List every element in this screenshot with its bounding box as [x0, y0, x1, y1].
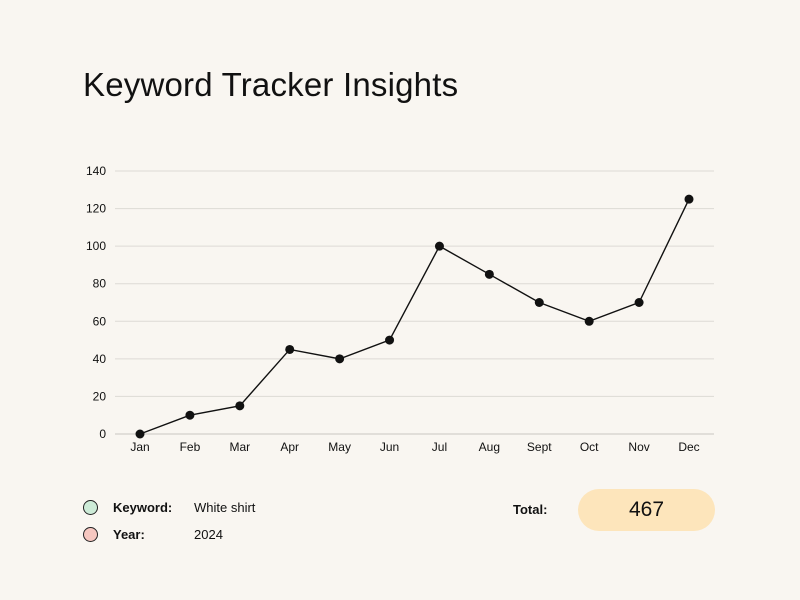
- keyword-label: Keyword:: [113, 500, 173, 515]
- legend-year: Year: 2024: [83, 527, 223, 542]
- x-tick-label: May: [328, 440, 351, 454]
- x-tick-label: Jul: [432, 440, 447, 454]
- data-point: [185, 410, 195, 420]
- x-tick-label: Apr: [280, 440, 299, 454]
- total-value: 467: [628, 498, 665, 521]
- y-tick-label: 40: [93, 352, 107, 366]
- x-tick-label: Aug: [479, 440, 500, 454]
- x-tick-label: Mar: [229, 440, 250, 454]
- x-tick-label: Jan: [130, 440, 149, 454]
- x-tick-label: Sept: [527, 440, 552, 454]
- keyword-dot-icon: [83, 500, 98, 515]
- keyword-value: White shirt: [194, 500, 256, 515]
- year-dot-icon: [83, 527, 98, 542]
- x-tick-label: Oct: [580, 440, 599, 454]
- y-tick-label: 100: [86, 239, 106, 253]
- x-tick-label: Jun: [380, 440, 399, 454]
- data-point: [584, 316, 594, 326]
- series-line: [139, 198, 690, 435]
- data-point: [534, 298, 544, 307]
- data-point: [335, 354, 345, 364]
- data-point: [484, 269, 494, 279]
- y-tick-label: 140: [86, 164, 106, 178]
- y-tick-label: 60: [93, 314, 107, 328]
- data-point: [684, 194, 694, 204]
- x-tick-label: Dec: [678, 440, 699, 454]
- x-tick-label: Feb: [180, 440, 201, 454]
- x-tick-label: Nov: [628, 440, 649, 454]
- data-point: [235, 401, 245, 411]
- data-point: [385, 335, 395, 345]
- total-badge: 467: [578, 489, 715, 531]
- legend-keyword: Keyword: White shirt: [83, 500, 255, 515]
- y-tick-label: 20: [93, 389, 107, 403]
- y-tick-label: 80: [93, 277, 107, 291]
- data-point: [285, 344, 295, 354]
- total-label: Total:: [513, 502, 548, 517]
- y-tick-label: 120: [86, 202, 106, 216]
- year-label: Year:: [113, 527, 145, 542]
- data-point: [135, 429, 145, 439]
- data-point: [634, 298, 644, 307]
- y-tick-label: 0: [99, 427, 106, 441]
- chart-title: Keyword Tracker Insights: [83, 66, 459, 103]
- data-point: [434, 241, 444, 251]
- year-value: 2024: [194, 527, 223, 542]
